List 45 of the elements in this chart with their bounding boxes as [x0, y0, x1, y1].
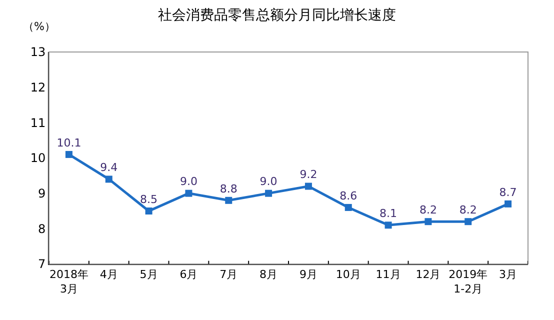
point — [384, 222, 392, 229]
data-label: 8.5 — [140, 192, 158, 206]
x-tick-label: 6月 — [180, 268, 198, 282]
data-label: 9.0 — [180, 175, 198, 188]
y-tick-label: 8 — [38, 222, 46, 236]
y-tick-label: 9 — [38, 186, 46, 201]
point — [145, 208, 152, 214]
y-tick-label: 7 — [38, 257, 46, 272]
x-tick-label: 3月 — [499, 268, 518, 282]
data-label: 8.2 — [419, 203, 437, 216]
x-tick-label: 11月 — [376, 268, 401, 282]
y-axis-title: （%） — [23, 20, 56, 33]
data-label: 10.1 — [56, 136, 82, 150]
point — [504, 200, 512, 208]
data-label: 9.4 — [100, 161, 118, 174]
point — [265, 190, 272, 197]
x-tick-label: 4月 — [100, 268, 118, 282]
point — [304, 182, 312, 190]
x-tick-label: 5月 — [140, 268, 158, 282]
data-label: 8.8 — [220, 182, 238, 196]
y-tick-label: 13 — [30, 45, 46, 60]
data-label: 8.7 — [499, 186, 517, 199]
point — [424, 218, 432, 226]
chart-title: 社会消费品零售总额分月同比增长速度 — [158, 7, 396, 24]
data-label: 9.0 — [260, 175, 278, 188]
x-tick-label: 8月 — [260, 268, 278, 282]
point — [464, 218, 472, 226]
x-tick-label: 7月 — [220, 268, 238, 282]
x-tick-label: 2018年 3月 — [49, 268, 88, 296]
x-tick-label: 12月 — [416, 268, 441, 282]
x-tick-label: 2019年 1-2月 — [448, 268, 488, 296]
data-label: 8.2 — [459, 203, 477, 216]
point — [225, 196, 232, 204]
data-label: 9.2 — [300, 168, 318, 182]
data-label: 8.6 — [340, 189, 358, 202]
data-label: 8.1 — [380, 207, 398, 220]
point — [185, 190, 192, 197]
y-tick-label: 11 — [30, 116, 46, 130]
y-tick-label: 10 — [30, 151, 46, 166]
y-tick-label: 12 — [30, 80, 46, 95]
point — [344, 204, 352, 211]
point — [65, 150, 72, 158]
x-tick-label: 9月 — [299, 268, 318, 282]
x-tick-label: 10月 — [336, 268, 361, 282]
point — [105, 176, 112, 183]
